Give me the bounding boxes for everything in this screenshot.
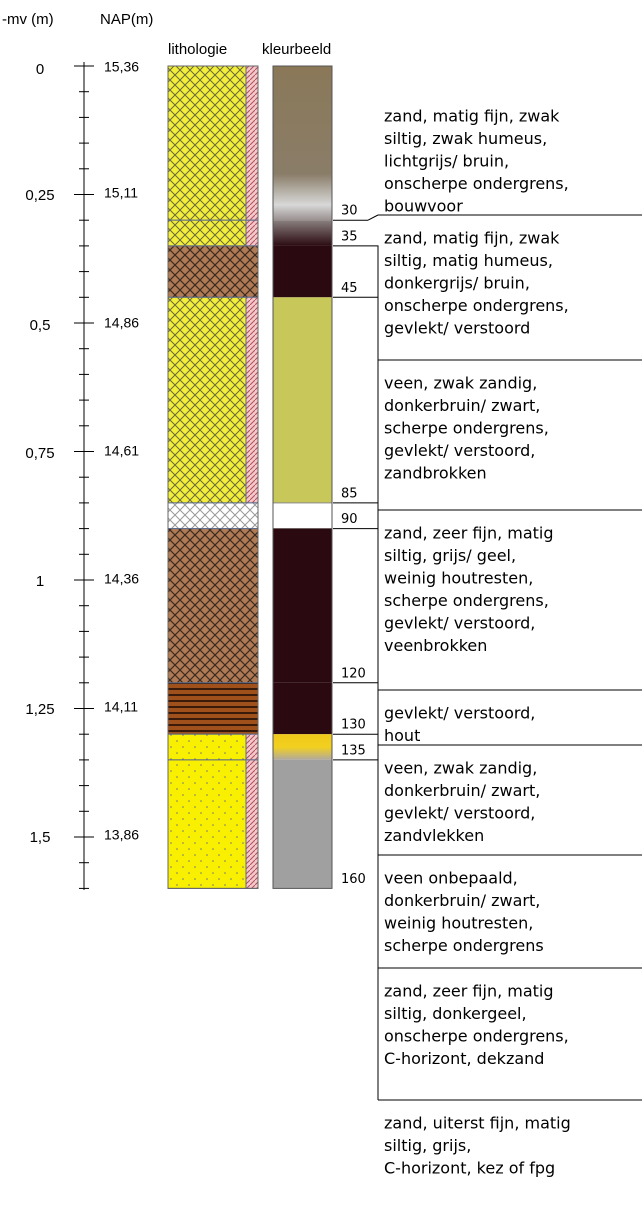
description-line: lichtgrijs/ bruin,	[384, 152, 509, 171]
lithology-header: lithologie	[168, 41, 227, 58]
lithology-layer	[167, 682, 259, 735]
description-line: onscherpe ondergrens,	[384, 296, 569, 315]
description-line: hout	[384, 726, 420, 745]
leader-line	[367, 214, 379, 221]
description-line: C-horizont, dekzand	[384, 1049, 544, 1068]
description-line: onscherpe ondergrens,	[384, 1027, 569, 1046]
color-layer	[273, 682, 332, 735]
description-line: donkerbruin/ zwart,	[384, 781, 540, 800]
lithology-strip	[245, 759, 259, 889]
depth-label: 0,25	[25, 187, 54, 204]
description-line: zand, matig fijn, zwak	[384, 229, 560, 248]
color-layer	[273, 66, 332, 221]
description-line: gevlekt/ verstoord,	[384, 441, 535, 460]
boundary-label: 90	[341, 512, 358, 527]
boundary-label: 130	[341, 718, 366, 733]
description-line: siltig, matig humeus,	[384, 251, 553, 270]
depth-label: 1	[36, 573, 44, 590]
lithology-layer	[167, 65, 247, 221]
nap-label: 14,61	[104, 443, 139, 459]
lithology-strip	[245, 733, 259, 761]
lithology-layer	[167, 502, 259, 530]
description-line: siltig, donkergeel,	[384, 1004, 527, 1023]
lithology-layer	[167, 528, 259, 684]
leader-line	[368, 682, 379, 855]
leader-line	[368, 245, 379, 360]
nap-label: 13,86	[104, 827, 139, 843]
depth-header: -mv (m)	[2, 11, 54, 28]
color-header: kleurbeeld	[262, 41, 331, 58]
boundary-label: 35	[341, 229, 358, 244]
description-line: onscherpe ondergrens,	[384, 174, 569, 193]
nap-label: 14,86	[104, 315, 139, 331]
lithology-layer	[167, 219, 247, 247]
description-line: weinig houtresten,	[384, 914, 533, 933]
color-layer	[273, 734, 332, 760]
description-line: veen, zwak zandig,	[384, 374, 537, 393]
description-line: zand, zeer fijn, matig	[384, 982, 554, 1001]
description-line: donkerbruin/ zwart,	[384, 396, 540, 415]
nap-label: 15,36	[104, 59, 139, 75]
boundary-label: 120	[341, 666, 366, 681]
description-line: siltig, zwak humeus,	[384, 129, 547, 148]
depth-label: 0	[36, 61, 44, 78]
description-line: zand, zeer fijn, matig	[384, 524, 554, 543]
lithology-layer	[167, 733, 247, 761]
color-column	[272, 65, 333, 889]
boundary-label: 45	[341, 281, 358, 296]
description-line: gevlekt/ verstoord,	[384, 614, 535, 633]
description-line: weinig houtresten,	[384, 569, 533, 588]
boundary-label: 30	[341, 204, 358, 219]
description-line: scherpe ondergrens,	[384, 591, 549, 610]
depth-label: 1,5	[30, 829, 51, 846]
description-line: gevlekt/ verstoord,	[384, 704, 535, 723]
boundary-label: 135	[341, 743, 366, 758]
lithology-column	[167, 65, 259, 889]
description-line: veen, zwak zandig,	[384, 759, 537, 778]
lithology-strip	[245, 65, 259, 221]
leader-line	[368, 296, 379, 510]
nap-label: 14,36	[104, 571, 139, 587]
description-line: zand, matig fijn, zwak	[384, 107, 560, 126]
leader-line	[368, 759, 379, 1100]
depth-label: 0,5	[30, 317, 51, 334]
description-line: veenbrokken	[384, 636, 487, 655]
description-line: veen onbepaald,	[384, 869, 518, 888]
description-line: zandbrokken	[384, 464, 487, 483]
description-line: bouwvoor	[384, 197, 463, 216]
description-line: gevlekt/ verstoord,	[384, 804, 535, 823]
boundary-label: 160	[341, 872, 366, 887]
lithology-strip	[245, 219, 259, 247]
color-layer	[273, 220, 332, 246]
boundary-label: 85	[341, 486, 358, 501]
color-layer	[273, 759, 332, 889]
leader-line	[368, 502, 379, 690]
nap-header: NAP(m)	[100, 11, 153, 28]
description-line: siltig, grijs/ geel,	[384, 546, 516, 565]
description-line: donkerbruin/ zwart,	[384, 891, 540, 910]
nap-label: 15,11	[104, 185, 138, 201]
leader-line	[368, 733, 379, 968]
leader-line	[368, 528, 379, 745]
description-line: scherpe ondergrens,	[384, 419, 549, 438]
description-line: gevlekt/ verstoord	[384, 319, 530, 338]
lithology-layer	[167, 759, 247, 889]
color-layer	[273, 245, 332, 298]
description-line: zand, uiterst fijn, matig	[384, 1114, 571, 1133]
lithology-strip	[245, 296, 259, 504]
lithology-layer	[167, 245, 259, 298]
description-line: zandvlekken	[384, 826, 484, 845]
description-line: donkergrijs/ bruin,	[384, 274, 530, 293]
lithology-layer	[167, 296, 247, 504]
depth-label: 0,75	[25, 445, 54, 462]
color-layer	[273, 528, 332, 683]
color-layer	[273, 297, 332, 503]
depth-label: 1,25	[25, 701, 54, 718]
description-line: scherpe ondergrens	[384, 936, 544, 955]
color-layer	[272, 502, 333, 530]
description-line: siltig, grijs,	[384, 1136, 471, 1155]
description-line: C-horizont, kez of fpg	[384, 1159, 555, 1178]
nap-label: 14,11	[104, 699, 138, 715]
